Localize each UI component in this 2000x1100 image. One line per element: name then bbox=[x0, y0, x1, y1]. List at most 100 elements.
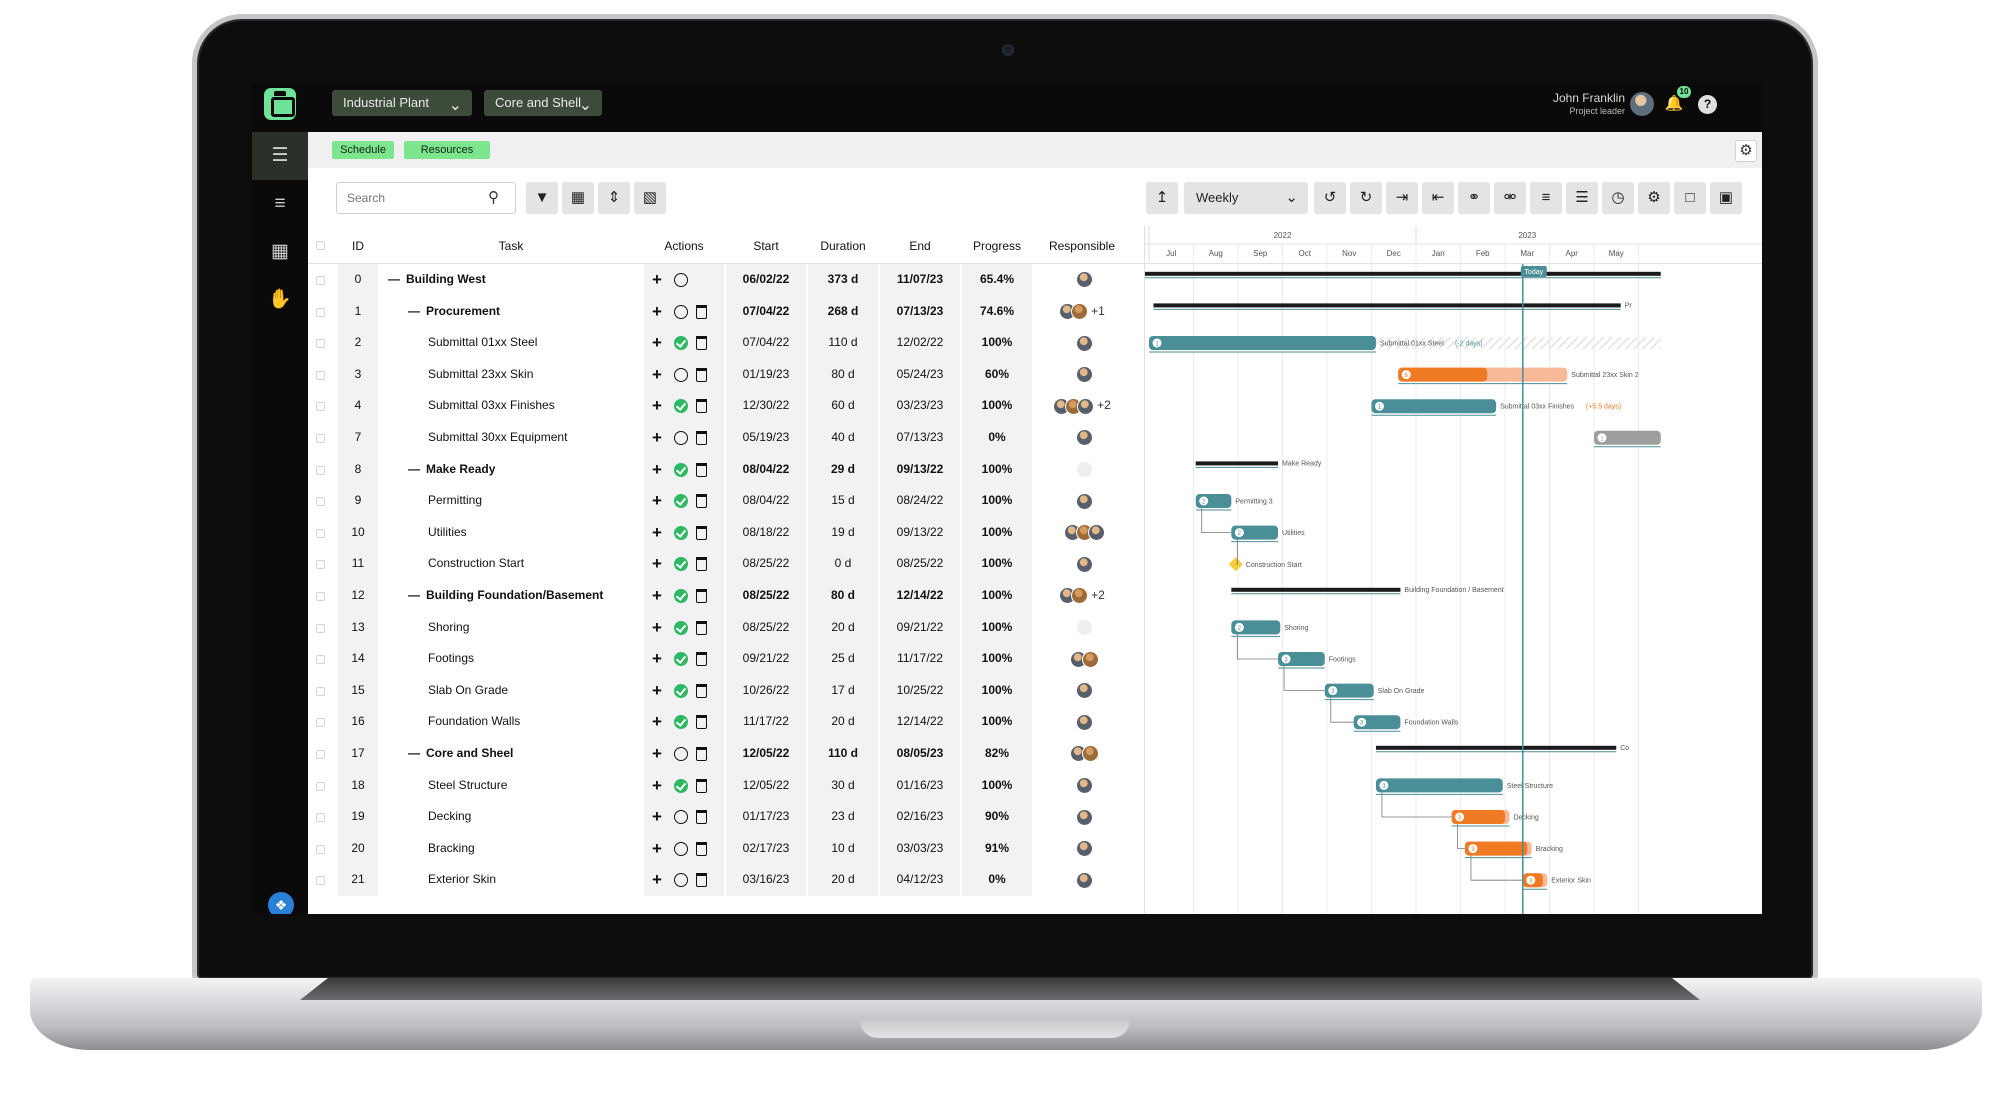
avatar[interactable] bbox=[1076, 334, 1093, 352]
trash-icon[interactable] bbox=[696, 336, 707, 351]
cell-progress[interactable]: 100% bbox=[962, 643, 1032, 675]
settings-gear-icon[interactable]: ⚙ bbox=[1735, 140, 1757, 162]
collapse-toggle-icon[interactable]: — bbox=[388, 272, 400, 286]
cell-responsible[interactable] bbox=[1034, 833, 1130, 865]
trash-icon[interactable] bbox=[696, 494, 707, 509]
project-select[interactable]: Industrial Plant ⌄ bbox=[332, 90, 472, 116]
calendar-icon[interactable]: ▦ bbox=[562, 182, 594, 214]
table-row[interactable]: 0 — Building West +06/02/22 373 d 11/07/23 65.… bbox=[308, 264, 1144, 296]
add-subtask-icon[interactable]: + bbox=[652, 554, 662, 574]
avatar[interactable] bbox=[1076, 460, 1093, 478]
check-circle-icon[interactable] bbox=[674, 494, 688, 509]
add-subtask-icon[interactable]: + bbox=[652, 712, 662, 732]
cell-task[interactable]: — Building West bbox=[380, 264, 642, 296]
cell-progress[interactable]: 100% bbox=[962, 769, 1032, 802]
avatar[interactable] bbox=[1088, 524, 1105, 542]
avatar[interactable] bbox=[1076, 492, 1093, 510]
trash-icon[interactable] bbox=[696, 715, 707, 730]
cell-end[interactable]: 02/16/23 bbox=[880, 801, 960, 833]
row-checkbox[interactable] bbox=[316, 370, 325, 380]
bell-icon[interactable]: 🔔 bbox=[1664, 95, 1684, 112]
cell-responsible[interactable] bbox=[1034, 864, 1130, 896]
row-checkbox[interactable] bbox=[316, 339, 325, 349]
cell-duration[interactable]: 15 d bbox=[808, 485, 878, 517]
dependency-line[interactable] bbox=[1236, 634, 1279, 660]
cell-duration[interactable]: 20 d bbox=[808, 706, 878, 738]
cell-duration[interactable]: 40 d bbox=[808, 422, 878, 454]
trash-icon[interactable] bbox=[696, 399, 707, 414]
unlink-icon[interactable]: ⚮ bbox=[1494, 182, 1526, 214]
cell-responsible[interactable]: +2 bbox=[1034, 390, 1130, 422]
avatar[interactable] bbox=[1082, 745, 1099, 763]
row-checkbox[interactable] bbox=[316, 813, 325, 823]
cell-duration[interactable]: 80 d bbox=[808, 358, 878, 391]
cell-duration[interactable]: 10 d bbox=[808, 832, 878, 865]
cell-start[interactable]: 08/18/22 bbox=[726, 516, 806, 549]
more-assignees-count[interactable]: +2 bbox=[1091, 588, 1105, 603]
filter-icon[interactable]: ▼ bbox=[526, 182, 558, 214]
cell-progress[interactable]: 90% bbox=[962, 801, 1032, 833]
check-circle-icon[interactable] bbox=[674, 778, 688, 793]
cell-responsible[interactable]: +2 bbox=[1034, 580, 1130, 612]
cell-task[interactable]: Utilities bbox=[380, 517, 642, 549]
cell-task[interactable]: Submittal 01xx Steel bbox=[380, 327, 642, 359]
cell-end[interactable]: 10/25/22 bbox=[880, 674, 960, 707]
cell-progress[interactable]: 74.6% bbox=[962, 295, 1032, 328]
collapse-toggle-icon[interactable]: — bbox=[408, 746, 420, 760]
align-icon[interactable]: ≡ bbox=[1530, 182, 1562, 214]
cell-duration[interactable]: 30 d bbox=[808, 769, 878, 802]
circle-icon[interactable] bbox=[674, 873, 688, 888]
avatar[interactable] bbox=[1076, 271, 1093, 289]
cell-task[interactable]: Decking bbox=[380, 801, 642, 833]
cell-responsible[interactable] bbox=[1034, 706, 1130, 738]
table-row[interactable]: 19 Decking +01/17/23 23 d 02/16/23 90% bbox=[308, 801, 1144, 833]
row-checkbox[interactable] bbox=[316, 497, 325, 507]
cell-start[interactable]: 05/19/23 bbox=[726, 422, 806, 454]
trash-icon[interactable] bbox=[696, 747, 707, 761]
circle-icon[interactable] bbox=[674, 747, 688, 761]
add-subtask-icon[interactable]: + bbox=[652, 522, 662, 542]
table-row[interactable]: 1 — Procurement +07/04/22 268 d 07/13/23 74.6%… bbox=[308, 295, 1144, 328]
avatar[interactable] bbox=[1076, 840, 1093, 858]
nav-list-icon[interactable]: ≡ bbox=[274, 193, 286, 214]
cell-start[interactable]: 08/25/22 bbox=[726, 611, 806, 644]
cell-progress[interactable]: 100% bbox=[962, 580, 1032, 612]
cell-responsible[interactable] bbox=[1034, 675, 1130, 707]
phase-select[interactable]: Core and Shell ⌄ bbox=[484, 90, 602, 116]
trash-icon[interactable] bbox=[696, 525, 707, 540]
cell-end[interactable]: 12/14/22 bbox=[880, 706, 960, 738]
cell-progress[interactable]: 100% bbox=[962, 390, 1032, 422]
cell-duration[interactable]: 268 d bbox=[808, 295, 878, 328]
avatar[interactable] bbox=[1076, 776, 1093, 794]
trash-icon[interactable] bbox=[696, 683, 707, 698]
dependency-line[interactable] bbox=[1235, 539, 1238, 565]
header-progress[interactable]: Progress bbox=[972, 239, 1022, 253]
cell-start[interactable]: 07/04/22 bbox=[726, 327, 806, 359]
cell-end[interactable]: 09/13/22 bbox=[880, 453, 960, 486]
cell-duration[interactable]: 19 d bbox=[808, 516, 878, 549]
avatar[interactable] bbox=[1071, 587, 1089, 605]
table-row[interactable]: 15 Slab On Grade +10/26/22 17 d 10/25/22 100% bbox=[308, 674, 1144, 707]
timescale-select[interactable]: Weekly ⌄ bbox=[1184, 182, 1308, 214]
cell-end[interactable]: 09/21/22 bbox=[880, 611, 960, 644]
table-row[interactable]: 18 Steel Structure +12/05/22 30 d 01/16/23 10… bbox=[308, 769, 1144, 802]
table-row[interactable]: 12 — Building Foundation/Basement +08/25/22… bbox=[308, 580, 1144, 612]
dependency-line[interactable] bbox=[1470, 855, 1523, 881]
cell-responsible[interactable] bbox=[1034, 359, 1130, 391]
cell-responsible[interactable] bbox=[1034, 422, 1130, 454]
cell-start[interactable]: 07/04/22 bbox=[726, 295, 806, 328]
table-row[interactable]: 20 Bracking +02/17/23 10 d 03/03/23 91% bbox=[308, 832, 1144, 865]
add-subtask-icon[interactable]: + bbox=[652, 649, 662, 669]
cell-progress[interactable]: 60% bbox=[962, 358, 1032, 391]
row-checkbox[interactable] bbox=[316, 307, 325, 317]
row-checkbox[interactable] bbox=[316, 781, 325, 791]
check-circle-icon[interactable] bbox=[674, 652, 688, 667]
cell-end[interactable]: 01/16/23 bbox=[880, 769, 960, 802]
search-input[interactable] bbox=[336, 182, 516, 214]
cell-progress[interactable]: 100% bbox=[962, 453, 1032, 486]
avatar[interactable] bbox=[1082, 650, 1099, 668]
circle-icon[interactable] bbox=[674, 304, 688, 319]
header-responsible[interactable]: Responsible bbox=[1048, 239, 1116, 253]
check-circle-icon[interactable] bbox=[674, 462, 688, 477]
add-subtask-icon[interactable]: + bbox=[652, 617, 662, 637]
